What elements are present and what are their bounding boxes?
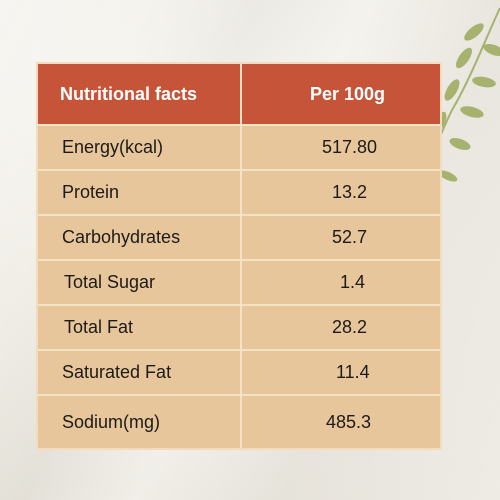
nutrient-value: 52.7: [332, 227, 368, 247]
nutrient-name: Saturated Fat: [62, 362, 172, 382]
table-row: Sodium(mg) 485.3: [38, 394, 440, 448]
nutrient-name: Carbohydrates: [62, 227, 181, 247]
nutrient-name: Total Sugar: [64, 272, 156, 292]
nutrient-name: Energy(kcal): [62, 137, 164, 157]
nutrient-name: Sodium(mg): [62, 411, 161, 432]
table-row: Total Fat 28.2: [38, 304, 440, 349]
table-row: Saturated Fat 11.4: [38, 349, 440, 394]
table-row: Protein 13.2: [38, 169, 440, 214]
header-per-100g-label: Per 100g: [310, 83, 386, 104]
nutrient-value: 11.4: [336, 362, 370, 382]
nutrient-value: 1.4: [340, 272, 366, 292]
table-header-row: Nutritional facts Per 100g: [38, 64, 440, 124]
nutrition-table: Nutritional facts Per 100g Energy(kcal) …: [36, 62, 442, 450]
table-row: Carbohydrates 52.7: [38, 214, 440, 259]
table-row: Total Sugar 1.4: [38, 259, 440, 304]
nutrient-value: 485.3: [326, 411, 372, 432]
nutrient-name: Total Fat: [64, 317, 134, 337]
nutrient-value: 28.2: [332, 317, 368, 337]
nutrient-value: 517.80: [322, 137, 378, 157]
nutrient-value: 13.2: [332, 182, 368, 202]
nutrient-name: Protein: [62, 182, 120, 202]
header-nutrient-label: Nutritional facts: [60, 83, 198, 104]
table-row: Energy(kcal) 517.80: [38, 124, 440, 169]
column-divider: [240, 64, 242, 448]
